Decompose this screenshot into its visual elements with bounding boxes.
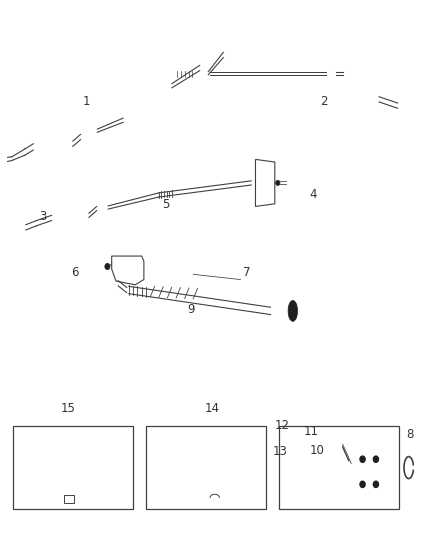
Text: 5: 5	[162, 198, 169, 212]
Text: 1: 1	[82, 95, 90, 108]
Text: 7: 7	[243, 266, 251, 279]
Text: 8: 8	[406, 428, 414, 441]
Circle shape	[105, 263, 110, 270]
Text: 13: 13	[272, 446, 287, 458]
Text: 10: 10	[309, 444, 324, 457]
Bar	[279, 426, 399, 510]
Circle shape	[360, 481, 365, 488]
Text: 15: 15	[60, 402, 75, 415]
Text: 4: 4	[310, 188, 317, 201]
Bar	[13, 426, 133, 510]
Ellipse shape	[288, 301, 297, 321]
Bar	[64, 495, 74, 503]
Circle shape	[373, 481, 378, 488]
Text: 6: 6	[71, 266, 79, 279]
Text: 11: 11	[304, 425, 319, 438]
Circle shape	[360, 456, 365, 462]
Text: 9: 9	[187, 303, 195, 316]
Text: 3: 3	[39, 211, 47, 223]
Bar	[146, 426, 266, 510]
Text: 2: 2	[321, 95, 328, 108]
Circle shape	[276, 180, 280, 185]
Circle shape	[373, 456, 378, 462]
Text: 12: 12	[275, 419, 290, 432]
Text: 14: 14	[204, 402, 219, 415]
